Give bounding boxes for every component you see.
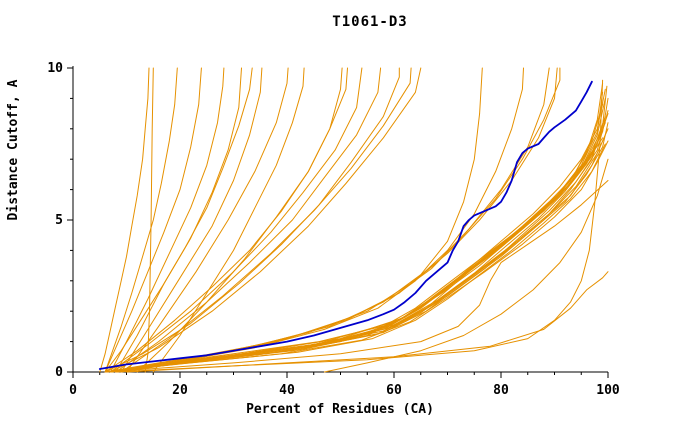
x-tick-label: 0 — [69, 383, 77, 398]
model-curve — [104, 140, 609, 373]
x-tick-label: 100 — [596, 383, 620, 398]
model-curve — [110, 67, 483, 373]
model-curve — [104, 67, 178, 373]
y-tick-label: 0 — [55, 365, 63, 380]
x-tick-label: 60 — [386, 383, 402, 398]
highlighted-model-curve — [98, 80, 593, 370]
model-curve — [104, 180, 609, 373]
model-curve — [136, 67, 348, 373]
model-curve — [110, 67, 225, 373]
x-tick-label: 40 — [279, 383, 295, 398]
y-axis-label: Distance Cutoff, A — [6, 79, 21, 220]
model-curve — [110, 67, 363, 373]
model-curve — [144, 67, 154, 373]
model-curve — [104, 67, 202, 373]
model-curve — [115, 79, 604, 373]
model-curve — [104, 67, 343, 373]
model-curve — [110, 67, 561, 373]
chart-title: T1061-D3 — [332, 14, 407, 30]
model-curve — [126, 67, 289, 373]
x-axis-label: Percent of Residues (CA) — [246, 402, 434, 417]
model-curve — [99, 67, 150, 373]
model-curve — [152, 67, 305, 373]
model-curve — [104, 67, 253, 373]
series-lines — [98, 67, 609, 373]
model-curve — [110, 67, 422, 373]
model-curve — [115, 67, 382, 373]
model-curve — [110, 85, 608, 373]
model-curve — [120, 67, 263, 373]
model-curve — [120, 116, 606, 373]
model-curve — [323, 158, 609, 373]
y-tick-label: 5 — [55, 213, 63, 228]
model-curve — [115, 67, 242, 373]
y-tick-label: 10 — [47, 61, 63, 76]
x-tick-label: 80 — [493, 383, 509, 398]
x-tick-label: 20 — [172, 383, 188, 398]
model-curve — [126, 271, 609, 373]
